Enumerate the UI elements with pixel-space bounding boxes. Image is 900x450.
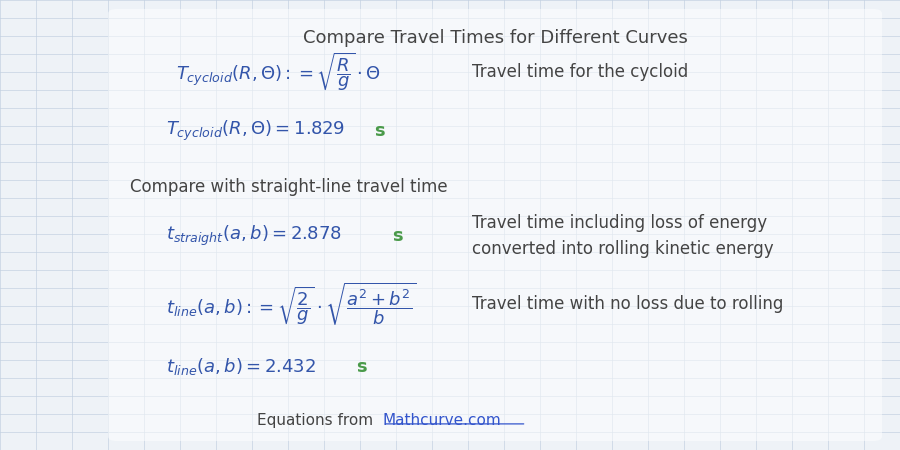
Text: Compare Travel Times for Different Curves: Compare Travel Times for Different Curve… (302, 29, 688, 47)
FancyBboxPatch shape (108, 9, 882, 441)
Text: Equations from: Equations from (257, 413, 378, 428)
Text: $t_{line}(a,b):=\sqrt{\dfrac{2}{g}}\cdot\sqrt{\dfrac{a^2+b^2}{b}}$: $t_{line}(a,b):=\sqrt{\dfrac{2}{g}}\cdot… (166, 280, 418, 327)
Text: Mathcurve.com: Mathcurve.com (382, 413, 501, 428)
Text: $\mathbf{s}$: $\mathbf{s}$ (356, 358, 367, 376)
Text: $T_{cycloid}(R,\Theta):=\sqrt{\dfrac{R}{g}}\cdot\Theta$: $T_{cycloid}(R,\Theta):=\sqrt{\dfrac{R}{… (176, 51, 381, 93)
Text: Travel time with no loss due to rolling: Travel time with no loss due to rolling (472, 295, 784, 313)
Text: $\mathbf{s}$: $\mathbf{s}$ (392, 227, 403, 245)
Text: Travel time including loss of energy
converted into rolling kinetic energy: Travel time including loss of energy con… (472, 214, 774, 258)
Text: Travel time for the cycloid: Travel time for the cycloid (472, 63, 688, 81)
Text: $t_{straight}(a,b)=2.878\ $: $t_{straight}(a,b)=2.878\ $ (166, 224, 343, 248)
Text: $T_{cycloid}(R,\Theta)=1.829\ $: $T_{cycloid}(R,\Theta)=1.829\ $ (166, 118, 346, 143)
Text: $\mathbf{s}$: $\mathbf{s}$ (374, 122, 385, 140)
Text: Compare with straight-line travel time: Compare with straight-line travel time (130, 178, 448, 196)
Text: $t_{line}(a,b)=2.432\ $: $t_{line}(a,b)=2.432\ $ (166, 356, 317, 377)
